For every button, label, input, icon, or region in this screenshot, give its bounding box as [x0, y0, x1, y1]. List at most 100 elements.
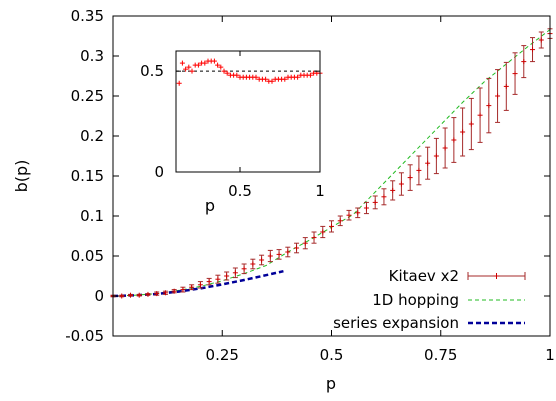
- kitaev-marker: [311, 235, 317, 241]
- kitaev-marker: [320, 229, 326, 235]
- kitaev-marker: [538, 37, 544, 43]
- kitaev-marker: [372, 199, 378, 205]
- kitaev-data-point: [250, 258, 256, 270]
- kitaev-marker: [171, 288, 177, 294]
- kitaev-data-point: [451, 117, 457, 163]
- kitaev-marker: [206, 279, 212, 285]
- inset-x-tick-label: 0.5: [228, 182, 252, 200]
- x-axis-label: p: [326, 374, 336, 393]
- main-ticks: 0.25 0.5 0.75 1 -0.05 0 0.05 0.1 0.15 0.2 0.25 0.3 0…: [65, 7, 555, 364]
- kitaev-marker: [468, 121, 474, 127]
- kitaev-marker: [486, 103, 492, 109]
- inset-data-point: [176, 80, 182, 86]
- y-tick-label: 0.15: [71, 167, 104, 185]
- kitaev-data-point: [416, 155, 422, 186]
- inset-data-point: [224, 70, 230, 76]
- inset-data-point: [189, 68, 195, 74]
- kitaev-marker: [259, 257, 265, 263]
- kitaev-marker: [512, 71, 518, 77]
- inset-data-point: [211, 58, 217, 64]
- kitaev-data-point: [145, 291, 151, 297]
- main-series-layer: [110, 28, 553, 299]
- kitaev-marker: [363, 205, 369, 211]
- y-tick-label: -0.05: [65, 327, 104, 345]
- kitaev-data-point: [320, 225, 326, 239]
- inset-plot: 0.5 1 0 0.5 p: [140, 50, 325, 215]
- kitaev-data-point: [355, 207, 361, 219]
- legend-swatch-marker: [493, 273, 500, 279]
- kitaev-data-point: [154, 291, 160, 297]
- kitaev-data-point: [224, 271, 230, 281]
- kitaev-data-point: [538, 31, 544, 49]
- legend-label: 1D hopping: [372, 291, 459, 309]
- kitaev-data-point: [232, 267, 238, 279]
- x-tick-label: 0.25: [206, 346, 239, 364]
- kitaev-data-point: [267, 249, 273, 263]
- kitaev-data-point: [363, 201, 369, 215]
- kitaev-marker: [416, 167, 422, 173]
- kitaev-data-point: [407, 164, 413, 191]
- kitaev-data-point: [521, 45, 527, 79]
- kitaev-marker: [425, 160, 431, 166]
- kitaev-data-point: [180, 286, 186, 293]
- inset-ticks: 0.5 1 0 0.5: [140, 51, 325, 200]
- inset-data-point: [295, 74, 301, 80]
- kitaev-marker: [127, 292, 133, 298]
- kitaev-data-point: [530, 37, 536, 63]
- kitaev-data-point: [503, 61, 509, 111]
- inset-data-point: [263, 76, 269, 82]
- kitaev-marker: [136, 292, 142, 298]
- kitaev-data-point: [477, 87, 483, 143]
- inset-y-tick-label: 0.5: [140, 62, 164, 80]
- kitaev-data-point: [206, 277, 212, 286]
- kitaev-marker: [398, 181, 404, 187]
- kitaev-data-point: [127, 292, 133, 298]
- kitaev-data-point: [346, 209, 352, 221]
- kitaev-marker: [381, 194, 387, 200]
- series-line-series-expansion: [112, 269, 284, 298]
- y-tick-label: 0.35: [71, 7, 104, 25]
- legend: Kitaev x2 1D hopping series expansion: [333, 267, 526, 332]
- x-tick-label: 1: [545, 346, 555, 364]
- kitaev-marker: [460, 129, 466, 135]
- inset-data-point: [234, 72, 240, 78]
- kitaev-data-point: [390, 180, 396, 201]
- kitaev-marker: [267, 253, 273, 259]
- kitaev-data-point: [259, 254, 265, 266]
- inset-plot-background: [176, 51, 320, 172]
- kitaev-data-point: [136, 292, 142, 298]
- y-tick-label: 0: [94, 287, 104, 305]
- legend-item-series-expansion: series expansion: [333, 314, 525, 332]
- kitaev-marker: [154, 291, 160, 297]
- kitaev-data-point: [460, 107, 466, 157]
- inset-data-point: [221, 68, 227, 74]
- kitaev-marker: [285, 249, 291, 255]
- kitaev-data-point: [337, 215, 343, 227]
- inset-plot-frame: [175, 50, 321, 173]
- legend-item-kitaev: Kitaev x2: [389, 267, 526, 285]
- kitaev-marker: [276, 251, 282, 257]
- kitaev-data-point: [512, 52, 518, 95]
- inset-data-point: [202, 60, 208, 66]
- kitaev-marker: [162, 290, 168, 296]
- kitaev-marker: [232, 270, 238, 276]
- kitaev-data-point: [442, 127, 448, 169]
- main-plot: 0.25 0.5 0.75 1 -0.05 0 0.05 0.1 0.15 0.2 0.25 0.3 0…: [12, 7, 555, 393]
- kitaev-data-point: [398, 172, 404, 196]
- kitaev-marker: [215, 276, 221, 282]
- kitaev-marker: [503, 83, 509, 89]
- legend-label: Kitaev x2: [389, 267, 459, 285]
- kitaev-data-point: [285, 246, 291, 258]
- inset-data-point: [195, 62, 201, 68]
- inset-data-point: [253, 74, 259, 80]
- kitaev-data-point: [433, 137, 439, 175]
- kitaev-data-point: [329, 220, 334, 233]
- inset-x-axis-label: p: [205, 196, 215, 215]
- kitaev-marker: [477, 112, 483, 118]
- y-tick-label: 0.3: [80, 47, 104, 65]
- kitaev-marker: [495, 93, 501, 99]
- inset-data-point: [269, 78, 275, 84]
- legend-item-1d-hopping: 1D hopping: [372, 291, 525, 309]
- kitaev-marker: [241, 266, 247, 272]
